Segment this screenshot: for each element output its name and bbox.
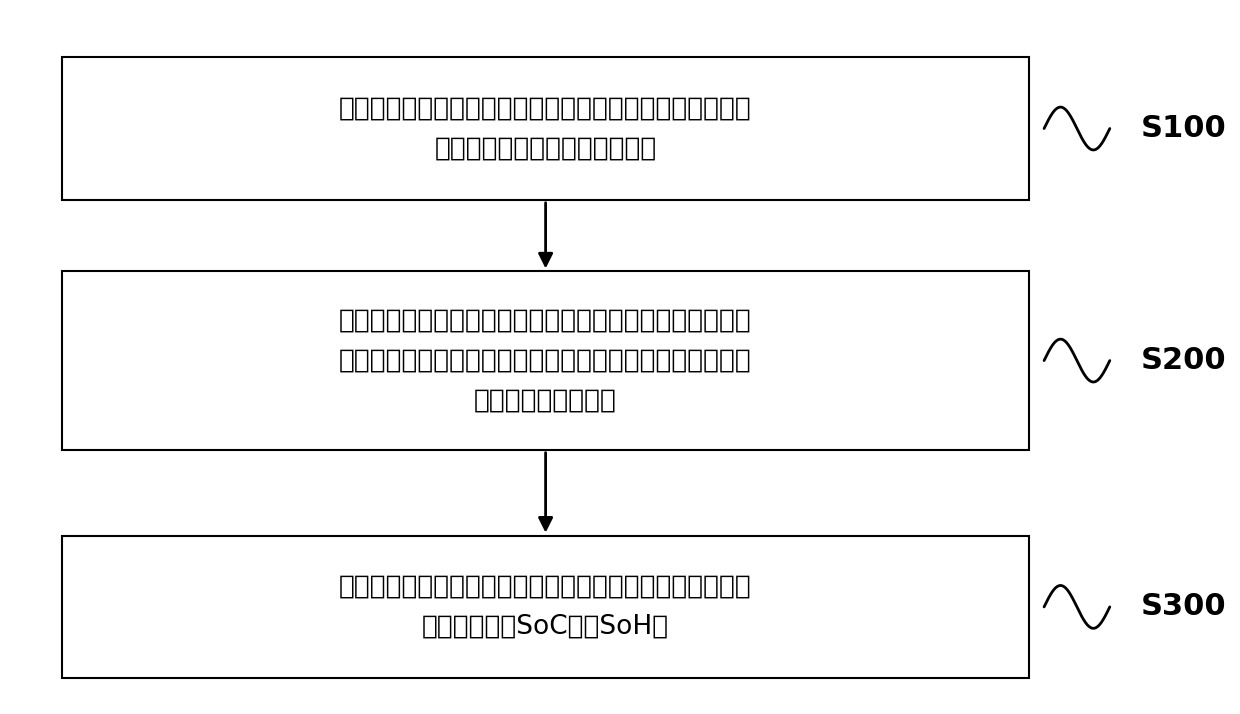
- Text: S200: S200: [1141, 346, 1226, 375]
- Text: 建立表征电池的可放电时间与电压、电流以及温度之间的函
数关系的随机数据同化函数模型: 建立表征电池的可放电时间与电压、电流以及温度之间的函 数关系的随机数据同化函数模…: [340, 96, 751, 161]
- FancyBboxPatch shape: [62, 57, 1029, 200]
- Text: 利用随机数据同化函数模型，根据实时测得的待测电池的电
压、电流以及温度，计算当前工况下待测电池的完整放电曲
线以及可放电时间：: 利用随机数据同化函数模型，根据实时测得的待测电池的电 压、电流以及温度，计算当前…: [340, 308, 751, 413]
- Text: 根据当前工况下待测电池的完整放电曲线和可放电时间，预
测待测电池的SoC值和SoH值: 根据当前工况下待测电池的完整放电曲线和可放电时间，预 测待测电池的SoC值和So…: [340, 574, 751, 640]
- Text: S100: S100: [1141, 114, 1226, 143]
- FancyBboxPatch shape: [62, 271, 1029, 450]
- Text: S300: S300: [1141, 593, 1226, 621]
- FancyBboxPatch shape: [62, 536, 1029, 678]
